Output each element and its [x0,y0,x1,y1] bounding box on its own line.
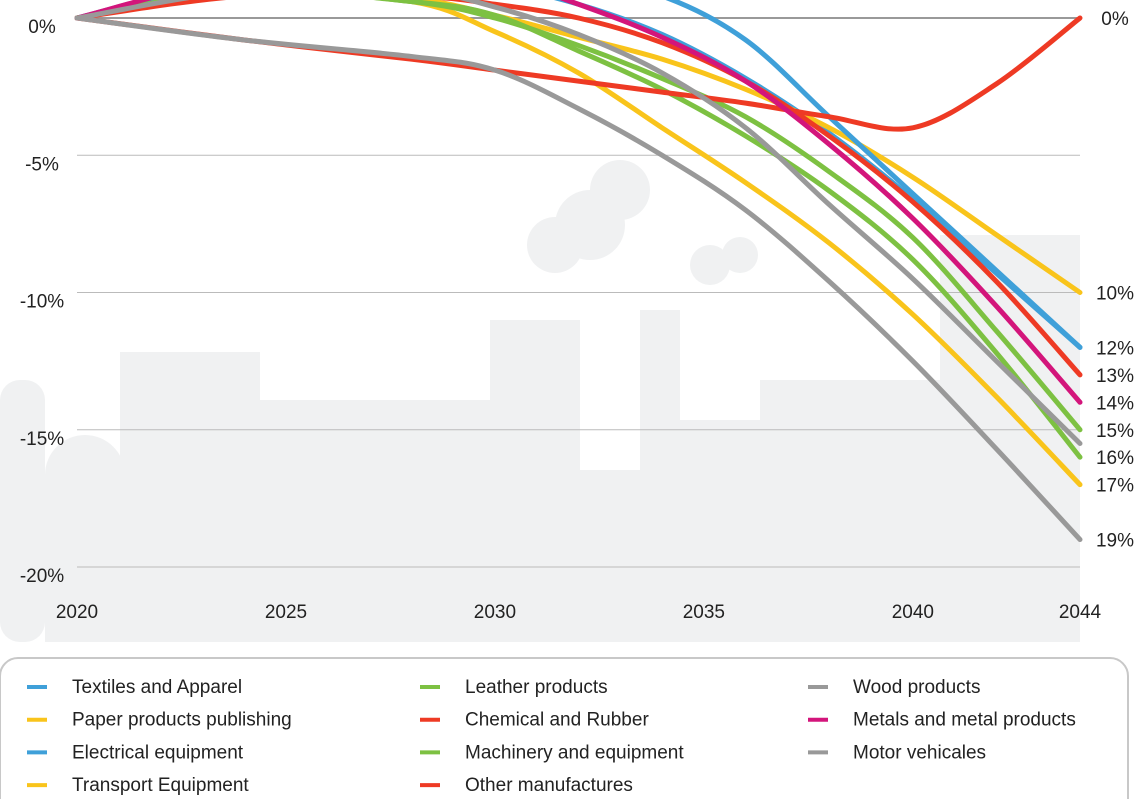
legend-label: Motor vehicales [853,742,986,763]
x-tick-label: 2044 [1059,602,1102,623]
x-tick-label: 2035 [683,602,725,623]
x-tick-label: 2030 [474,602,516,623]
legend-label: Other manufactures [465,775,633,796]
end-label: 19% [1096,531,1134,552]
legend-label: Transport Equipment [72,775,249,796]
end-label: 15% [1096,421,1134,442]
x-tick-label: 2020 [56,602,98,623]
x-tick-label: 2040 [892,602,934,623]
legend-label: Electrical equipment [72,742,244,763]
legend-label: Paper products publishing [72,710,292,731]
y-tick-label: -20% [20,566,64,587]
legend-label: Metals and metal products [853,710,1076,731]
end-label: 13% [1096,366,1134,387]
legend-label: Textiles and Apparel [72,677,242,698]
end-label: 16% [1096,448,1134,469]
end-label: 10% [1096,284,1134,305]
legend-label: Machinery and equipment [465,742,684,763]
page: {"chart_data": { "type": "line", "x": [2… [0,0,1146,799]
y-tick-label: -15% [20,429,64,450]
y-tick-label: -10% [20,292,64,313]
legend-label: Chemical and Rubber [465,710,649,731]
legend-label: Leather products [465,677,608,698]
legend-label: Wood products [853,677,980,698]
end-label: 0% [1101,9,1129,30]
end-label: 17% [1096,476,1134,497]
y-tick-label: 0% [28,17,56,38]
end-label: 12% [1096,338,1134,359]
chart: 0% -5% -10% -15% -20% 2020 2025 2030 2035 2040 204… [0,0,1146,799]
x-tick-label: 2025 [265,602,307,623]
factory-background [0,160,1080,642]
y-tick-label: -5% [25,154,59,175]
end-label: 14% [1096,393,1134,414]
